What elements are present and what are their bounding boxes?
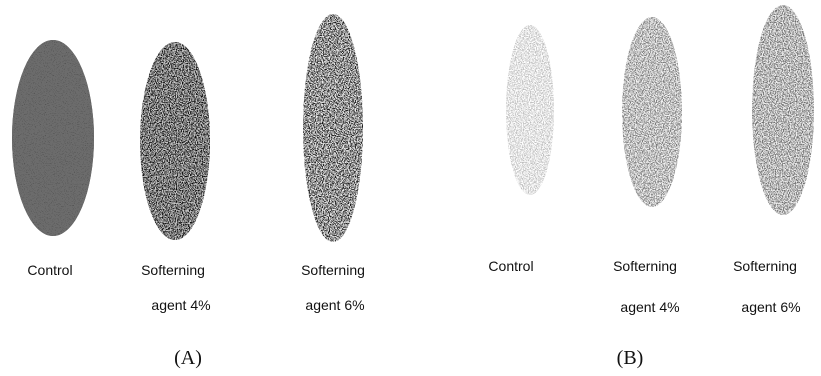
specimen-label: Softerning: [733, 258, 797, 274]
panel-b-images: [506, 5, 814, 215]
panel-a-images: [12, 14, 363, 242]
figure: Control Softerning agent 4% Softerning a…: [0, 0, 821, 376]
specimen-texture: [506, 25, 554, 195]
panel-label: (B): [617, 347, 644, 369]
specimen-label: Softerning: [301, 262, 365, 278]
specimen-label: Control: [488, 258, 533, 274]
specimen-label: Softerning: [613, 258, 677, 274]
specimen-texture: [140, 42, 210, 240]
specimen-label: agent 4%: [151, 297, 210, 313]
specimen-label: Control: [27, 262, 72, 278]
specimen-texture: [622, 17, 682, 207]
specimen-label: agent 6%: [741, 299, 800, 315]
specimen-label: agent 6%: [305, 297, 364, 313]
specimen-texture: [752, 5, 814, 215]
specimen-label: agent 4%: [620, 299, 679, 315]
specimen-label: Softerning: [141, 262, 205, 278]
specimen-texture: [12, 40, 94, 236]
specimen-texture: [303, 14, 363, 242]
panel-label: (A): [174, 347, 202, 369]
